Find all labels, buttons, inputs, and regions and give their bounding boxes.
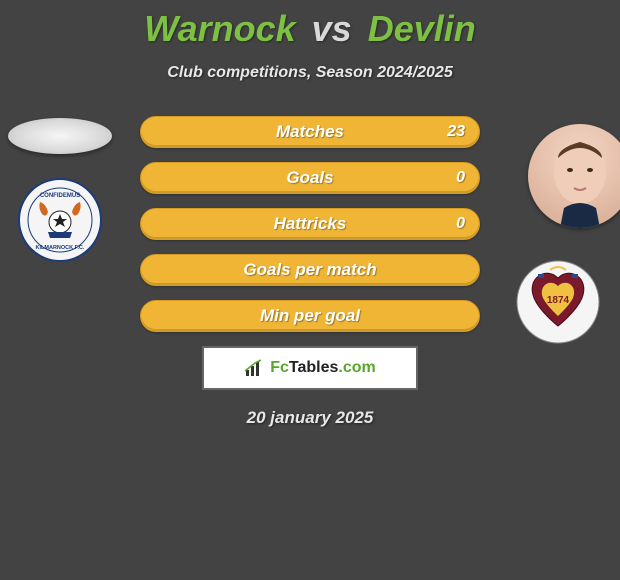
logo-text: FcTables.com xyxy=(270,359,376,377)
logo-suffix: .com xyxy=(338,359,375,376)
logo-mid: Tables xyxy=(289,359,339,376)
stat-value: 0 xyxy=(456,215,465,233)
stat-label: Hattricks xyxy=(274,214,347,234)
hearts-crest-icon: 1874 xyxy=(516,260,600,344)
stats-container: Matches 23 Goals 0 Hattricks 0 Goals per… xyxy=(140,116,480,332)
stat-row-goals: Goals 0 xyxy=(140,162,480,194)
stat-label: Min per goal xyxy=(260,306,360,326)
stat-row-hattricks: Hattricks 0 xyxy=(140,208,480,240)
club-crest-right: 1874 xyxy=(516,260,600,344)
face-icon xyxy=(528,124,620,228)
stat-value: 0 xyxy=(456,169,465,187)
club-crest-left: CONFIDEMUS KILMARNOCK F.C. xyxy=(18,178,102,262)
stat-label: Goals per match xyxy=(243,260,376,280)
snapshot-date: 20 january 2025 xyxy=(0,408,620,428)
svg-text:KILMARNOCK F.C.: KILMARNOCK F.C. xyxy=(36,245,85,251)
title-player1: Warnock xyxy=(144,8,295,49)
stat-row-matches: Matches 23 xyxy=(140,116,480,148)
stat-value: 23 xyxy=(447,123,465,141)
stat-label: Matches xyxy=(276,122,344,142)
stat-row-goals-per-match: Goals per match xyxy=(140,254,480,286)
player2-avatar xyxy=(528,124,620,228)
svg-text:CONFIDEMUS: CONFIDEMUS xyxy=(40,193,80,199)
fctables-logo[interactable]: FcTables.com xyxy=(202,346,418,390)
stat-row-min-per-goal: Min per goal xyxy=(140,300,480,332)
kilmarnock-crest-icon: CONFIDEMUS KILMARNOCK F.C. xyxy=(18,178,102,262)
logo-prefix: Fc xyxy=(270,359,289,376)
title-vs: vs xyxy=(312,8,352,49)
stat-label: Goals xyxy=(286,168,333,188)
svg-text:1874: 1874 xyxy=(547,295,570,306)
page-title: Warnock vs Devlin xyxy=(0,0,620,50)
title-player2: Devlin xyxy=(368,8,476,49)
player1-avatar xyxy=(8,118,112,154)
bar-chart-icon xyxy=(244,358,264,378)
subtitle: Club competitions, Season 2024/2025 xyxy=(0,64,620,82)
